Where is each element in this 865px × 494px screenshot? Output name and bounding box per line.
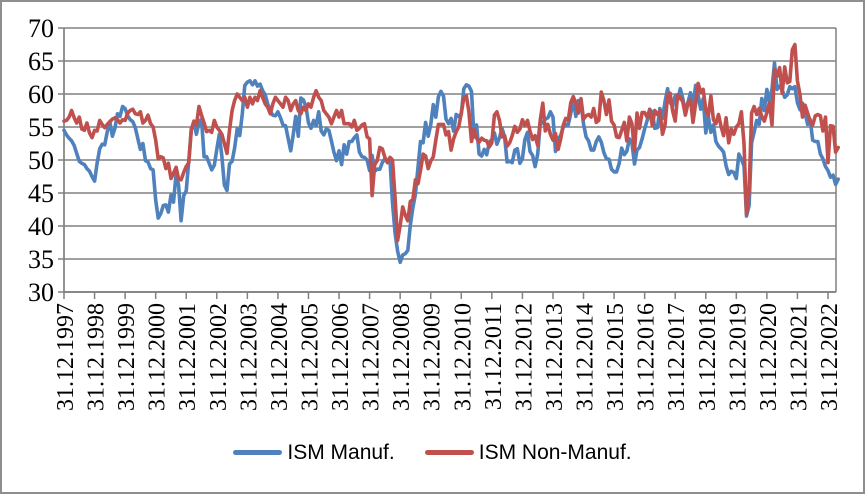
x-axis-tick-label: 31.12.2000 <box>145 303 171 411</box>
y-axis-tick-label: 60 <box>28 80 54 109</box>
x-axis-tick-label: 31.12.2016 <box>634 303 660 411</box>
x-axis-tick-label: 31.12.2004 <box>267 303 293 411</box>
x-axis-tick-label: 31.12.2015 <box>603 303 629 411</box>
y-axis-tick-label: 45 <box>28 179 54 208</box>
legend-label-ism-manuf: ISM Manuf. <box>287 441 395 464</box>
legend-label-ism-non-manuf: ISM Non-Manuf. <box>478 441 632 464</box>
y-axis-tick-label: 65 <box>28 47 54 76</box>
y-axis-tick-label: 50 <box>28 146 54 175</box>
x-axis-tick-label: 31.12.2020 <box>756 303 782 411</box>
x-axis-tick-label: 31.12.1998 <box>84 303 110 411</box>
legend-line-sample-blue <box>233 450 283 455</box>
legend-line-sample-red <box>424 450 474 455</box>
x-axis-tick-label: 31.12.2001 <box>175 303 201 411</box>
x-axis-tick-label: 31.12.2005 <box>297 303 323 411</box>
y-axis-tick-label: 40 <box>28 212 54 241</box>
x-axis-tick-label: 31.12.2022 <box>817 303 843 411</box>
y-axis-tick-label: 70 <box>28 14 54 43</box>
x-axis-tick-label: 31.12.2007 <box>359 303 385 411</box>
x-axis-tick-label: 31.12.2008 <box>389 303 415 411</box>
series-lines <box>62 42 841 265</box>
chart-legend: ISM Manuf. ISM Non-Manuf. <box>0 442 865 463</box>
x-axis-tick-label: 31.12.2019 <box>725 303 751 411</box>
x-axis-tick-label: 31.12.2011 <box>481 303 507 410</box>
series-line-ism-non-manuf <box>62 42 841 243</box>
x-axis-tick-label: 31.12.2002 <box>206 303 232 411</box>
gridlines <box>64 27 836 293</box>
x-axis-tick-label: 31.12.2009 <box>420 303 446 411</box>
x-axis-tick-label: 31.12.2018 <box>695 303 721 411</box>
x-axis-tick-label: 31.12.2006 <box>328 303 354 411</box>
x-axis-tick-label: 31.12.2013 <box>542 303 568 411</box>
y-axis-tick-label: 35 <box>28 245 54 274</box>
y-axis-tick-label: 55 <box>28 113 54 142</box>
x-axis-tick-label: 31.12.2014 <box>573 303 599 411</box>
x-axis-tick-label: 31.12.2010 <box>450 303 476 411</box>
axes <box>58 27 837 299</box>
y-axis-tick-label: 30 <box>28 278 54 307</box>
x-axis-tick-label: 31.12.2021 <box>786 303 812 411</box>
x-axis-tick-label: 31.12.2003 <box>236 303 262 411</box>
x-axis-tick-label: 31.12.2012 <box>511 303 537 411</box>
x-axis-tick-label: 31.12.1997 <box>53 303 79 411</box>
x-axis-tick-label: 31.12.2017 <box>664 303 690 411</box>
x-axis-tick-label: 31.12.1999 <box>114 303 140 411</box>
series-line-ism-manuf <box>62 61 841 265</box>
legend-item-ism-non-manuf: ISM Non-Manuf. <box>424 441 632 464</box>
legend-item-ism-manuf: ISM Manuf. <box>233 441 395 464</box>
